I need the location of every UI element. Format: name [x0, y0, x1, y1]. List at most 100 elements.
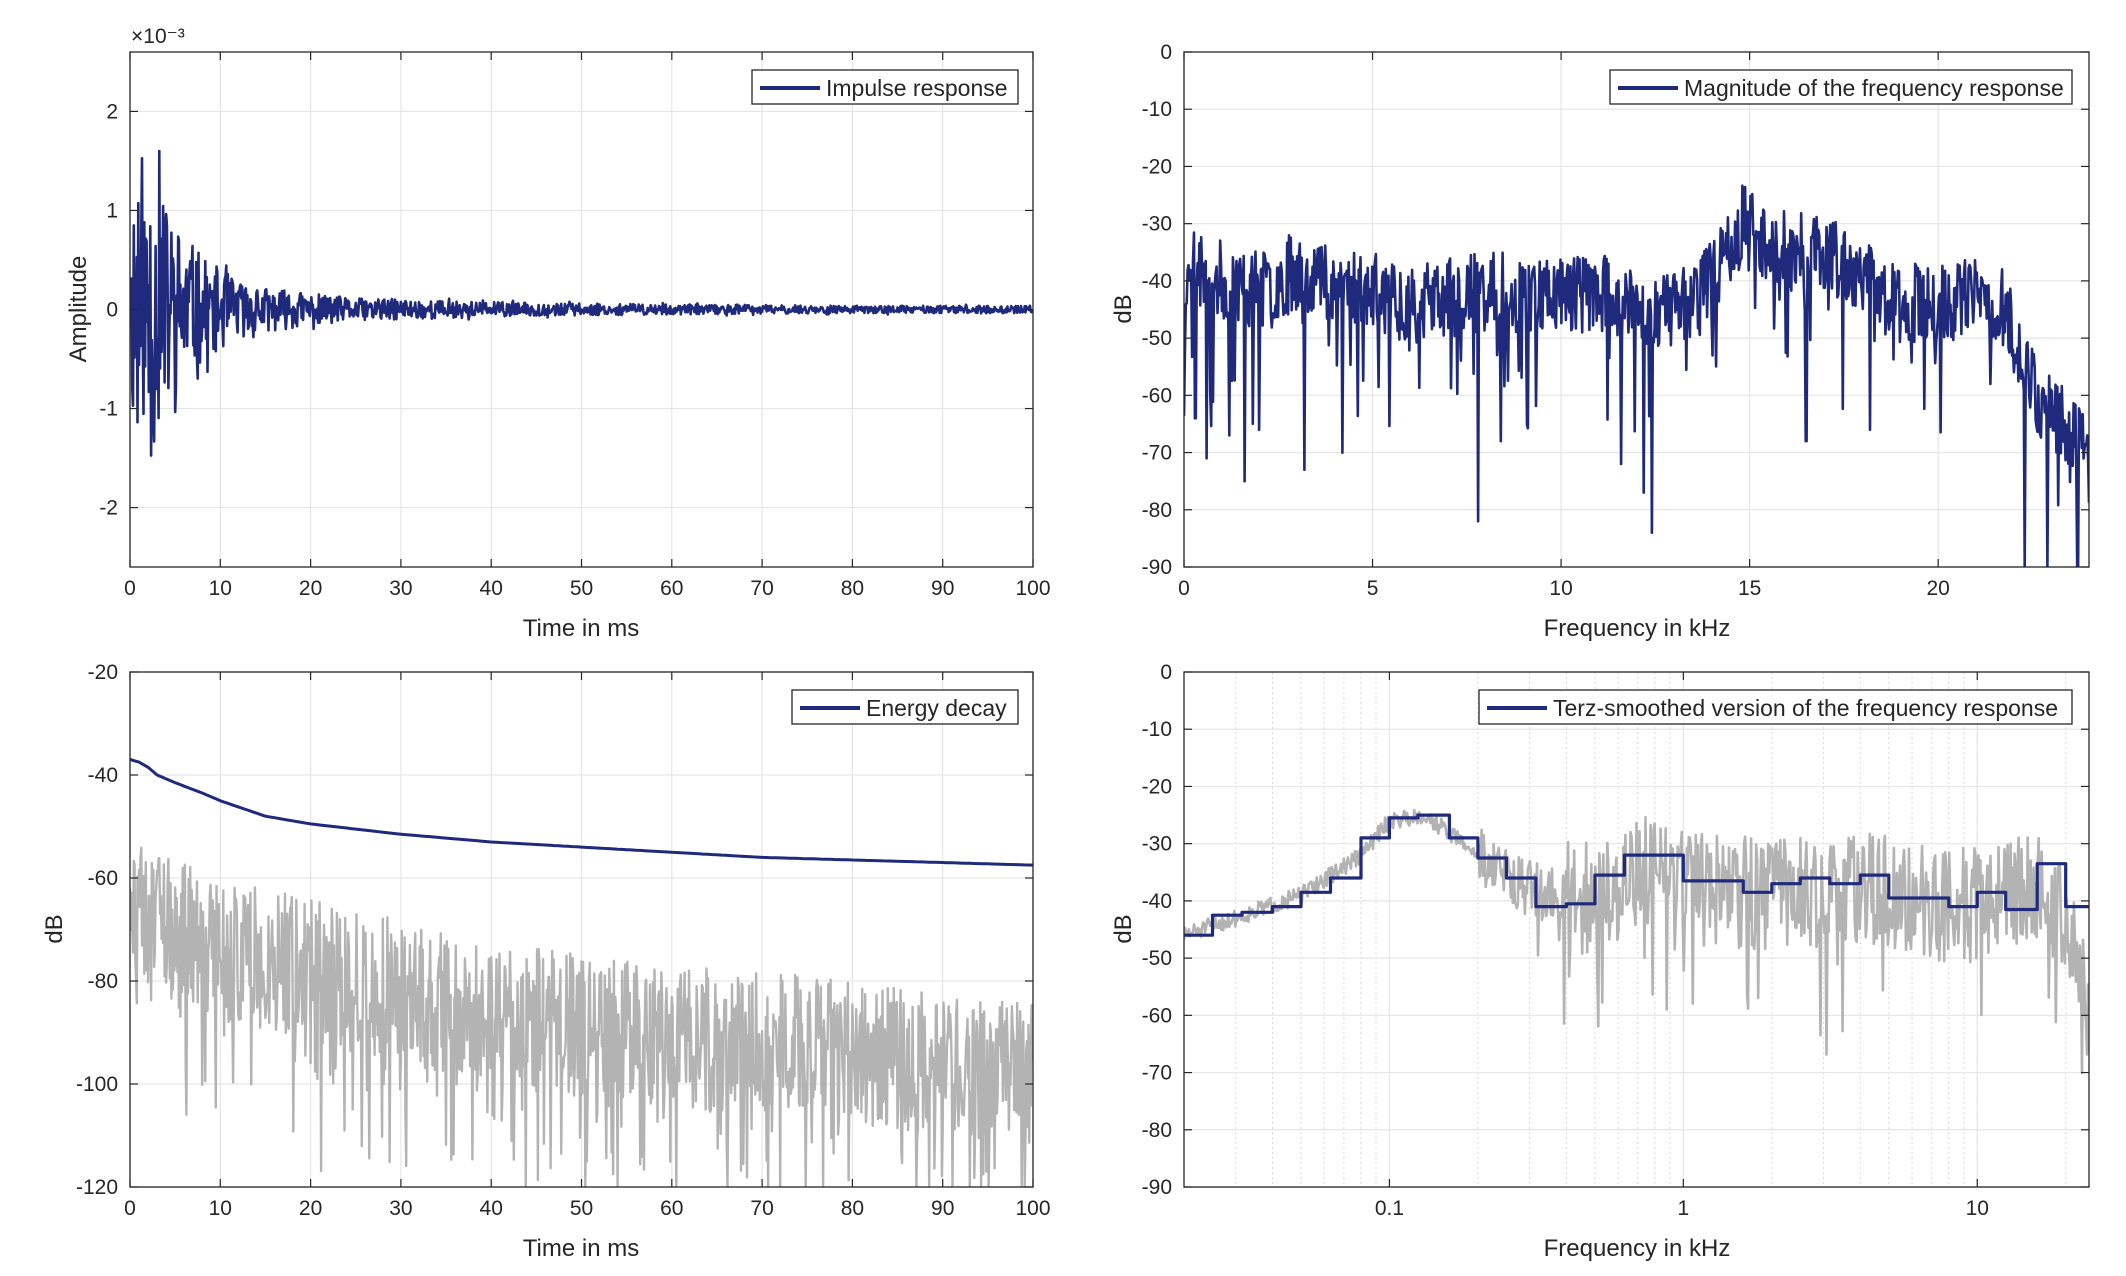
x-tick-label: 40 [480, 577, 503, 600]
y-tick-label: -10 [1142, 98, 1172, 121]
y-tick-label: -100 [76, 1073, 118, 1096]
y-tick-label: -120 [76, 1176, 118, 1199]
y-tick-label: -30 [1142, 213, 1172, 236]
x-tick-label: 80 [841, 577, 864, 600]
exponent-label: ×10⁻³ [131, 25, 185, 48]
legend: Energy decay [791, 689, 1019, 725]
series-layer [1184, 184, 2089, 567]
x-tick-label: 0 [1178, 577, 1190, 600]
x-tick-label: 0.1 [1375, 1197, 1404, 1220]
energy-decay-panel: 0 10 20 30 40 50 60 70 80 90 100 -20 -40 -60 -80 -100 -1… [41, 661, 1051, 1262]
x-tick-label: 15 [1738, 577, 1761, 600]
y-tick-label: -70 [1142, 1062, 1172, 1085]
x-axis-label: Time in ms [523, 615, 639, 642]
x-tick-label: 10 [209, 1197, 232, 1220]
legend: Magnitude of the frequency response [1609, 69, 2073, 105]
y-axis-label: Amplitude [65, 256, 92, 363]
y-tick-label: -20 [88, 661, 118, 684]
x-tick-label: 20 [299, 577, 322, 600]
legend-label: Impulse response [826, 75, 1008, 101]
x-tick-label: 0 [124, 1197, 136, 1220]
y-tick-label: -60 [88, 867, 118, 890]
legend-label: Energy decay [866, 695, 1007, 721]
magnitude-response-line [1184, 184, 2089, 567]
y-tick-label: -70 [1142, 442, 1172, 465]
x-tick-label: 5 [1367, 577, 1379, 600]
y-tick-label: 0 [1160, 41, 1172, 64]
x-tick-label: 60 [660, 577, 683, 600]
y-tick-label: -80 [1142, 1119, 1172, 1142]
y-tick-label: -90 [1142, 1176, 1172, 1199]
impulse-response-panel: 0 10 20 30 40 50 60 70 80 90 100 -2 -1 0 1 2 ×10⁻³ Time… [65, 25, 1051, 642]
x-axis-label: Time in ms [523, 1235, 639, 1262]
series-layer [130, 149, 1033, 457]
series-layer [1184, 808, 2089, 1075]
x-tick-label: 100 [1015, 577, 1050, 600]
y-tick-label: -40 [88, 764, 118, 787]
axes-box [1183, 671, 2090, 1188]
y-tick-label: -60 [1142, 384, 1172, 407]
y-tick-label: -80 [1142, 499, 1172, 522]
magnitude-panel: 0 5 10 15 20 0 -10 -20 -30 -40 -50 -60 -70 -80 -90 Fre… [1110, 41, 2090, 642]
raw-frequency-line [1184, 808, 2089, 1075]
x-tick-label: 80 [841, 1197, 864, 1220]
legend: Impulse response [751, 69, 1019, 105]
x-tick-label: 40 [480, 1197, 503, 1220]
y-tick-label: -90 [1142, 556, 1172, 579]
x-tick-label: 20 [1926, 577, 1949, 600]
x-tick-label: 70 [750, 577, 773, 600]
y-axis-label: dB [1110, 294, 1137, 323]
x-axis-label: Frequency in kHz [1544, 615, 1731, 642]
x-tick-label: 1 [1677, 1197, 1689, 1220]
y-tick-label: -20 [1142, 775, 1172, 798]
x-tick-label: 100 [1015, 1197, 1050, 1220]
x-tick-label: 50 [570, 577, 593, 600]
axes: 0 10 20 30 40 50 60 70 80 90 100 -20 -40 -60 -80 -100 -1… [76, 661, 1051, 1220]
x-tick-label: 60 [660, 1197, 683, 1220]
x-tick-label: 10 [209, 577, 232, 600]
legend-label: Magnitude of the frequency response [1684, 75, 2064, 101]
terz-smoothed-panel: 0.1 1 10 0 -10 -20 -30 -40 -50 -60 -70 -80 -90 Frequ… [1110, 661, 2090, 1262]
x-tick-label: 30 [389, 1197, 412, 1220]
y-tick-label: -80 [88, 970, 118, 993]
impulse-response-line [130, 149, 1033, 457]
axes-box [1183, 51, 2090, 568]
x-tick-label: 90 [931, 577, 954, 600]
terz-smoothed-line [1184, 813, 2089, 937]
y-tick-label: -60 [1142, 1004, 1172, 1027]
x-tick-label: 70 [750, 1197, 773, 1220]
y-tick-label: -50 [1142, 327, 1172, 350]
x-tick-label: 10 [1966, 1197, 1989, 1220]
y-tick-label: 0 [106, 299, 118, 322]
y-tick-label: -20 [1142, 155, 1172, 178]
axes: 0.1 1 10 0 -10 -20 -30 -40 -50 -60 -70 -80 -90 [1142, 661, 2090, 1220]
x-tick-label: 50 [570, 1197, 593, 1220]
axes: 0 10 20 30 40 50 60 70 80 90 100 -2 -1 0 1 2 [99, 51, 1051, 600]
x-tick-label: 20 [299, 1197, 322, 1220]
series-layer [130, 758, 1033, 1187]
y-tick-label: 0 [1160, 661, 1172, 684]
y-tick-label: -40 [1142, 890, 1172, 913]
y-tick-label: -2 [99, 497, 118, 520]
legend-box [1609, 69, 2073, 105]
y-tick-label: -40 [1142, 270, 1172, 293]
legend-label: Terz-smoothed version of the frequency r… [1553, 695, 2058, 721]
y-tick-label: 1 [106, 199, 118, 222]
x-axis-label: Frequency in kHz [1544, 1235, 1731, 1262]
energy-decay-line [130, 758, 1033, 867]
y-tick-label: -10 [1142, 718, 1172, 741]
y-tick-label: -1 [99, 398, 118, 421]
legend: Terz-smoothed version of the frequency r… [1478, 689, 2073, 725]
y-tick-label: -50 [1142, 947, 1172, 970]
y-axis-label: dB [1110, 914, 1137, 943]
grid [1183, 671, 2089, 1188]
y-tick-label: 2 [106, 100, 118, 123]
x-tick-label: 90 [931, 1197, 954, 1220]
x-tick-label: 10 [1549, 577, 1572, 600]
x-tick-label: 30 [389, 577, 412, 600]
y-axis-label: dB [41, 914, 68, 943]
axes: 0 5 10 15 20 0 -10 -20 -30 -40 -50 -60 -70 -80 -90 [1142, 41, 2090, 600]
x-tick-label: 0 [124, 577, 136, 600]
legend-box [1478, 689, 2073, 725]
